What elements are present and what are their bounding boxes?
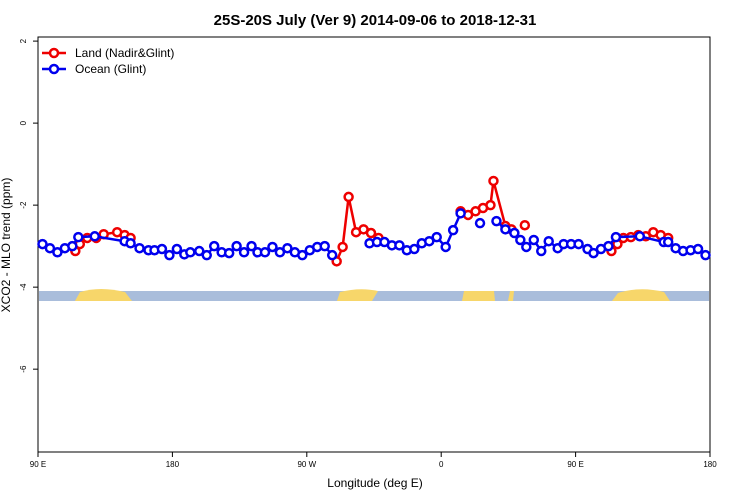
y-tick-label: 2	[19, 38, 28, 43]
data-point	[536, 245, 547, 257]
data-point	[521, 241, 532, 253]
legend-marker	[48, 47, 60, 59]
land-patch	[462, 291, 495, 301]
data-point	[194, 245, 205, 257]
data-point	[44, 242, 56, 254]
data-point	[515, 234, 526, 246]
data-point	[52, 247, 63, 258]
y-tick-label: -4	[19, 283, 28, 291]
data-point	[588, 247, 599, 259]
data-point	[231, 240, 242, 252]
data-point	[455, 208, 466, 219]
land-ocean-strip	[39, 289, 709, 301]
x-tick-label: 90 E	[30, 460, 46, 469]
data-point	[337, 241, 348, 253]
land-patch	[612, 289, 670, 301]
data-point	[573, 238, 584, 250]
x-axis-label: Longitude (deg E)	[327, 476, 422, 490]
legend-marker	[48, 63, 60, 75]
legend-label: Land (Nadir&Glint)	[75, 46, 174, 60]
x-tick-label: 180	[166, 460, 180, 469]
data-point	[491, 215, 502, 227]
data-point	[440, 241, 451, 253]
data-point	[634, 231, 646, 242]
data-point	[67, 240, 78, 252]
x-tick-label: 90 E	[567, 460, 583, 469]
data-point	[610, 231, 622, 243]
data-point	[662, 236, 674, 248]
data-point	[89, 231, 100, 242]
data-point	[267, 241, 278, 253]
legend-label: Ocean (Glint)	[75, 62, 146, 76]
data-point	[692, 243, 704, 255]
data-point	[246, 240, 257, 252]
data-point	[238, 247, 250, 258]
x-tick-label: 0	[439, 460, 444, 469]
data-point	[409, 243, 420, 255]
data-point	[431, 231, 442, 243]
land-patch	[508, 291, 514, 301]
data-point	[319, 240, 330, 252]
data-point	[500, 224, 511, 235]
data-point	[156, 243, 168, 255]
data-point	[297, 249, 308, 261]
data-point	[208, 240, 220, 252]
data-point	[488, 175, 499, 187]
data-point	[125, 238, 136, 249]
data-point	[223, 247, 235, 259]
y-axis-label: XCO2 - MLO trend (ppm)	[0, 178, 13, 313]
data-point	[509, 227, 520, 239]
data-point	[485, 199, 496, 211]
data-point	[700, 249, 711, 261]
data-point	[343, 191, 354, 203]
land-patch	[75, 289, 132, 301]
y-tick-label: -6	[19, 365, 28, 373]
data-point	[73, 231, 84, 243]
y-tick-label: 0	[19, 120, 28, 125]
data-point	[474, 217, 486, 229]
y-tick-label: -2	[19, 201, 28, 209]
data-point	[424, 235, 435, 247]
data-point	[394, 240, 405, 251]
data-point	[164, 249, 175, 261]
data-point	[603, 240, 614, 252]
data-point	[528, 234, 540, 246]
data-point	[171, 243, 183, 255]
data-point	[282, 242, 293, 254]
data-point	[185, 247, 196, 258]
land-patch	[337, 289, 378, 301]
data-point	[326, 249, 338, 261]
x-tick-label: 90 W	[297, 460, 316, 469]
x-tick-label: 180	[703, 460, 717, 469]
data-point	[134, 242, 145, 254]
data-point	[447, 224, 459, 236]
data-point	[259, 247, 271, 258]
data-point	[201, 249, 212, 261]
data-point	[274, 247, 286, 258]
chart-title: 25S-20S July (Ver 9) 2014-09-06 to 2018-…	[214, 12, 537, 29]
data-point	[37, 238, 48, 250]
data-point	[519, 219, 531, 231]
data-point	[365, 227, 377, 239]
data-point	[543, 235, 554, 247]
